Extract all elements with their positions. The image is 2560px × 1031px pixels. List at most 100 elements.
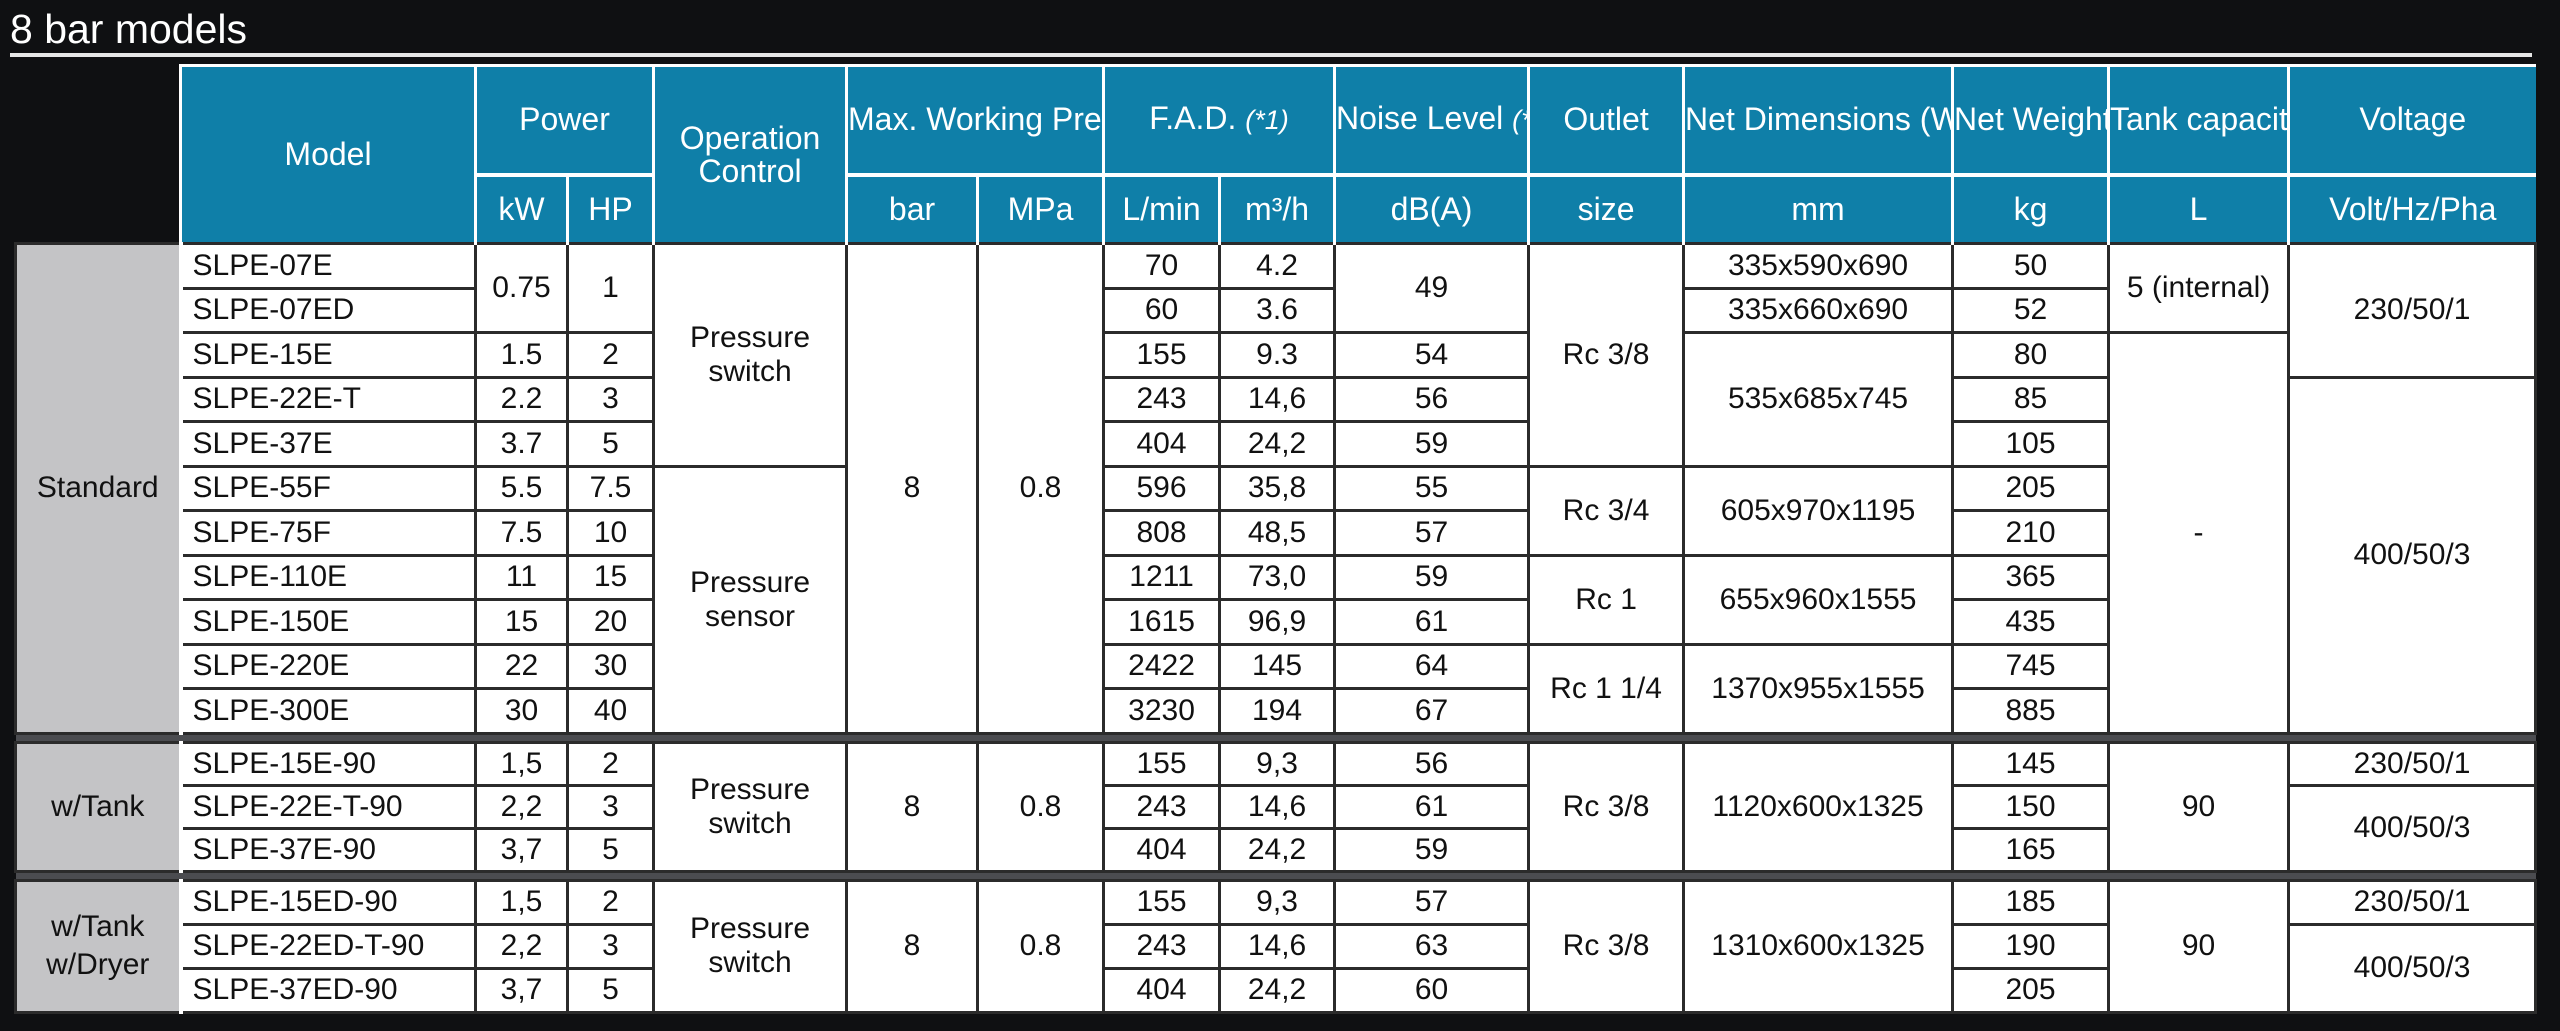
tank-cell: 90	[2107, 878, 2291, 1014]
lmin-cell: 808	[1102, 509, 1222, 557]
noise-cell: 54	[1333, 331, 1531, 379]
noise-cell: 59	[1333, 826, 1531, 873]
lmin-cell: 155	[1102, 740, 1222, 787]
header-l: L	[2107, 172, 2289, 244]
lmin-cell: 155	[1102, 878, 1222, 926]
hp-cell: 20	[565, 598, 656, 646]
voltage-cell: 230/50/1	[2287, 878, 2538, 926]
kw-cell: 7.5	[474, 509, 569, 557]
page-title: 8 bar models	[10, 6, 248, 52]
outlet-cell: Rc 3/8	[1527, 740, 1686, 873]
header-model: Model	[179, 64, 476, 244]
bar-cell: 8	[845, 740, 980, 873]
header-power: Power	[473, 64, 654, 175]
tank-cell: 5 (internal)	[2107, 242, 2291, 334]
mpa-cell: 0.8	[976, 878, 1106, 1014]
model-cell: SLPE-22ED-T-90	[179, 922, 477, 970]
table-row: w/Tank SLPE-15E-90 1,5 2 Pressure switch…	[14, 740, 2538, 873]
kw-cell: 30	[474, 687, 569, 735]
operation-control-cell: Pressure switch	[652, 242, 849, 468]
weight-cell: 365	[1951, 553, 2111, 601]
weight-cell: 145	[1951, 740, 2111, 787]
noise-cell: 56	[1333, 740, 1531, 787]
table-row: SLPE-37E 3.7 5 404 24,2 59 105	[16, 420, 2536, 468]
model-cell: SLPE-15ED-90	[179, 878, 477, 926]
header-fad: F.A.D. (*1)	[1102, 64, 1335, 175]
noise-cell: 49	[1333, 242, 1531, 334]
m3h-cell: 24,2	[1218, 966, 1337, 1014]
voltage-cell: 400/50/3	[2287, 783, 2538, 873]
m3h-cell: 3.6	[1218, 286, 1337, 334]
title-rule	[10, 53, 2532, 57]
noise-cell: 56	[1333, 375, 1531, 423]
header-operation-control: Operation Control	[652, 64, 847, 244]
weight-cell: 210	[1951, 509, 2111, 557]
mpa-cell: 0.8	[976, 740, 1106, 873]
noise-cell: 64	[1333, 642, 1531, 690]
kw-cell: 2,2	[474, 922, 569, 970]
model-cell: SLPE-15E-90	[179, 740, 477, 787]
header-max-working-pressure: Max. Working Pressure	[845, 64, 1104, 175]
table-row: SLPE-37E-90 3,7 5 404 24,2 59 165	[16, 826, 2536, 873]
mpa-cell: 0.8	[976, 242, 1106, 735]
header-dba: dB(A)	[1333, 172, 1529, 244]
noise-note: (*2)	[1512, 105, 1528, 136]
operation-control-cell: Pressure sensor	[652, 464, 849, 735]
table-row: SLPE-75F 7.5 10 808 48,5 57 210	[16, 509, 2536, 557]
lmin-cell: 404	[1102, 826, 1222, 873]
hp-cell: 7.5	[565, 464, 656, 512]
table-row: SLPE-07ED 60 3.6 335x660x690 52	[16, 286, 2536, 334]
weight-cell: 105	[1951, 420, 2111, 468]
m3h-cell: 35,8	[1218, 464, 1337, 512]
dimensions-cell: 1310x600x1325	[1682, 878, 1955, 1014]
header-lmin: L/min	[1102, 172, 1220, 244]
model-cell: SLPE-22E-T-90	[179, 783, 477, 830]
kw-cell: 3,7	[474, 966, 569, 1014]
dimensions-cell: 335x590x690	[1682, 242, 1955, 290]
header-net-dimensions: Net Dimensions (WxDxH)	[1682, 64, 1953, 175]
lmin-cell: 404	[1102, 420, 1222, 468]
lmin-cell: 2422	[1102, 642, 1222, 690]
group-tank: w/Tank	[14, 740, 183, 873]
outlet-cell: Rc 1	[1527, 553, 1686, 646]
m3h-cell: 9,3	[1218, 740, 1337, 787]
weight-cell: 185	[1951, 878, 2111, 926]
header-tank-capacity: Tank capacity	[2107, 64, 2289, 175]
noise-cell: 57	[1333, 878, 1531, 926]
noise-cell: 67	[1333, 687, 1531, 735]
weight-cell: 165	[1951, 826, 2111, 873]
hp-cell: 10	[565, 509, 656, 557]
m3h-cell: 14,6	[1218, 375, 1337, 423]
lmin-cell: 1615	[1102, 598, 1222, 646]
lmin-cell: 1211	[1102, 553, 1222, 601]
outlet-cell: Rc 3/8	[1527, 878, 1686, 1014]
tank-cell: -	[2107, 331, 2291, 735]
hp-cell: 30	[565, 642, 656, 690]
header-volt: Volt/Hz/Pha	[2287, 172, 2536, 244]
voltage-cell: 230/50/1	[2287, 740, 2538, 787]
weight-cell: 150	[1951, 783, 2111, 830]
model-cell: SLPE-37E	[179, 420, 477, 468]
lmin-cell: 70	[1102, 242, 1222, 290]
weight-cell: 190	[1951, 922, 2111, 970]
model-cell: SLPE-37E-90	[179, 826, 477, 873]
voltage-cell: 400/50/3	[2287, 375, 2538, 735]
hp-cell: 5	[565, 420, 656, 468]
weight-cell: 885	[1951, 687, 2111, 735]
bar-cell: 8	[845, 242, 980, 735]
header-corner	[15, 65, 181, 244]
header-mpa: MPa	[976, 172, 1104, 244]
voltage-cell: 400/50/3	[2287, 922, 2538, 1014]
model-cell: SLPE-150E	[179, 598, 477, 646]
table-row: SLPE-55F 5.5 7.5 Pressure sensor 596 35,…	[16, 464, 2536, 735]
header-m3h: m³/h	[1218, 172, 1335, 244]
kw-cell: 22	[474, 642, 569, 690]
header-net-weight: Net Weight	[1951, 64, 2109, 175]
m3h-cell: 9,3	[1218, 878, 1337, 926]
dimensions-cell: 655x960x1555	[1682, 553, 1955, 646]
spec-table: Model Power Operation Control Max. Worki…	[14, 64, 2538, 1014]
weight-cell: 50	[1951, 242, 2111, 290]
kw-cell: 5.5	[474, 464, 569, 512]
group-standard: Standard	[14, 242, 183, 735]
